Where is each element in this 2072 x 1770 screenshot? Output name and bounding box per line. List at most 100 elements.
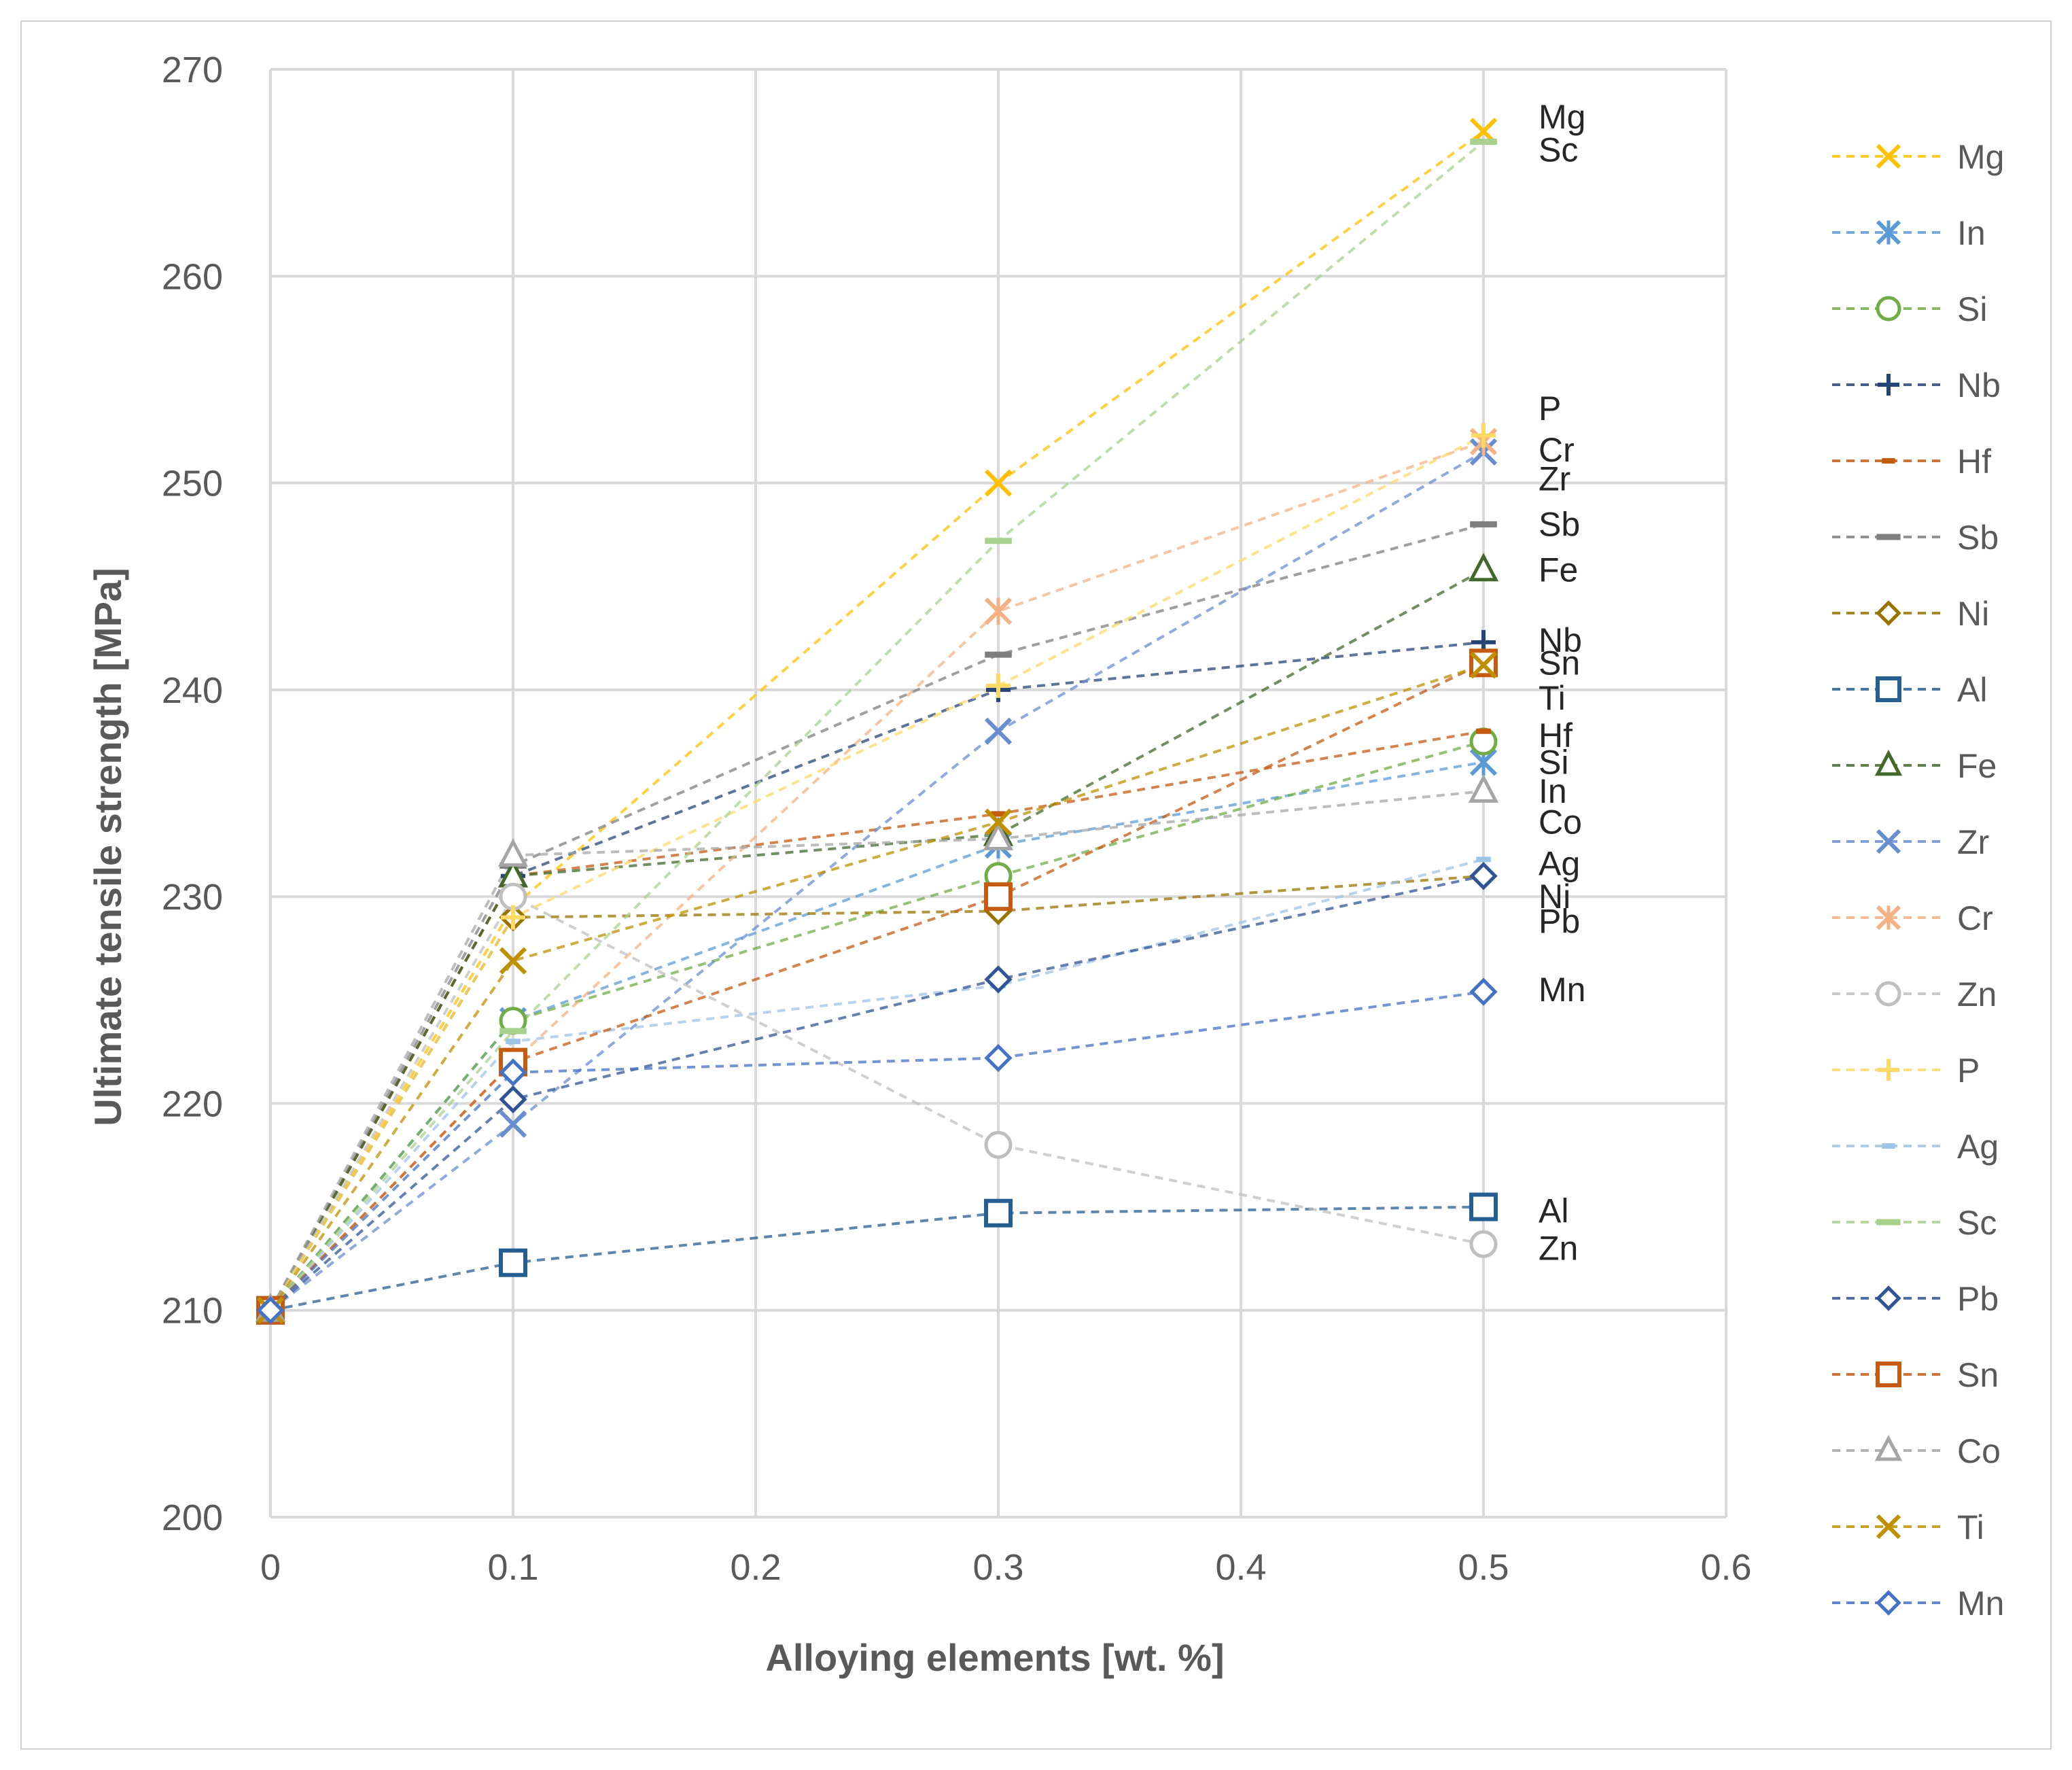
end-label-fe: Fe (1539, 551, 1578, 589)
legend-label-pb: Pb (1957, 1280, 1999, 1318)
legend-label-nb: Nb (1957, 366, 2001, 404)
legend-item-pb: Pb (1832, 1280, 1999, 1318)
end-label-mg: Mg (1539, 98, 1585, 136)
data-point-ti (499, 947, 527, 975)
end-label-ag: Ag (1539, 844, 1580, 882)
series-line-sb (269, 523, 1484, 1311)
data-point-pb (984, 965, 1013, 994)
legend-item-fe: Fe (1832, 747, 1997, 785)
legend-label-sn: Sn (1957, 1356, 1999, 1394)
data-point-zr (499, 1110, 527, 1138)
legend-label-ni: Ni (1957, 595, 1989, 633)
legend-label-co: Co (1957, 1432, 2001, 1470)
data-point-pb (1469, 862, 1498, 890)
y-tick-label: 230 (162, 877, 223, 918)
series-line-si (269, 740, 1484, 1311)
series-lines (269, 130, 1485, 1312)
legend-item-zr: Zr (1832, 823, 1989, 861)
series-line-ag (269, 858, 1484, 1312)
marker-stroke (984, 469, 1013, 497)
legend-label-cr: Cr (1957, 899, 1993, 937)
legend-label-al: Al (1957, 671, 1987, 709)
legend-label-sc: Sc (1957, 1204, 1997, 1242)
data-point-cr (984, 597, 1013, 625)
legend-item-ni: Ni (1832, 595, 1989, 633)
series-line-p (269, 434, 1484, 1311)
data-point-mn (1469, 977, 1498, 1006)
x-tick-label: 0.3 (972, 1547, 1023, 1588)
legend-marker-ti (1876, 1514, 1901, 1540)
series-line-zn (269, 895, 1484, 1311)
legend-marker-nb (1878, 374, 1899, 396)
legend-item-ti: Ti (1832, 1508, 1984, 1546)
series-line-mn (269, 990, 1484, 1312)
legend-item-p: P (1832, 1052, 1980, 1090)
end-label-hf: Hf (1539, 716, 1573, 754)
y-tick-label: 270 (162, 50, 223, 90)
marker-shape (983, 821, 1014, 850)
x-axis-title: Alloying elements [wt. %] (765, 1636, 1224, 1679)
marker-shape (499, 1058, 527, 1087)
legend-marker-mn (1876, 1590, 1901, 1616)
end-label-pb: Pb (1539, 903, 1580, 941)
data-point-al (984, 1198, 1013, 1228)
x-tick-label: 0.2 (730, 1547, 781, 1588)
data-point-mn (256, 1296, 285, 1325)
legend-label-ti: Ti (1957, 1508, 1984, 1546)
legend-item-ag: Ag (1832, 1128, 1999, 1166)
x-tick-label: 0.4 (1215, 1547, 1266, 1588)
series-line-pb (269, 874, 1484, 1312)
legend-marker-al (1876, 676, 1901, 702)
marker-shape (1469, 977, 1498, 1006)
data-point-p (1471, 423, 1496, 448)
marker-stroke (499, 1110, 527, 1138)
series-line-nb (269, 640, 1484, 1311)
legend-marker-zn (1876, 981, 1901, 1007)
marker-shape (1468, 553, 1499, 582)
end-label-p: P (1539, 389, 1561, 428)
legend-label-si: Si (1957, 290, 1987, 328)
marker-shape (499, 1248, 527, 1277)
legend: Mg In Si Nb Hf Sb Ni Al Fe Zr Cr Zn P Ag Sc Pb Sn Co Ti Mn (1832, 138, 2004, 1622)
marker-shape (1876, 600, 1901, 626)
legend-item-co: Co (1832, 1432, 2001, 1470)
series-line-sn (269, 661, 1484, 1312)
legend-label-p: P (1957, 1052, 1980, 1090)
legend-item-si: Si (1832, 290, 1987, 328)
series-line-ni (269, 874, 1484, 1311)
legend-marker-zr (1876, 829, 1901, 854)
marker-shape (984, 1043, 1013, 1073)
end-label-ni: Ni (1539, 878, 1570, 916)
legend-label-sb: Sb (1957, 519, 1999, 557)
legend-item-nb: Nb (1832, 366, 2001, 404)
data-point-mn (499, 1058, 527, 1087)
x-tick-label: 0.5 (1458, 1547, 1509, 1588)
marker-shape (984, 1130, 1013, 1159)
legend-marker-ni (1876, 600, 1901, 626)
chart-frame (20, 20, 2052, 1750)
data-point-ti (984, 808, 1013, 836)
series-line-hf (269, 729, 1484, 1311)
data-point-p (986, 673, 1011, 698)
marker-shape (1876, 981, 1901, 1007)
marker-shape (1876, 1285, 1901, 1311)
legend-label-zr: Zr (1957, 823, 1989, 861)
marker-shape (1469, 862, 1498, 890)
legend-item-al: Al (1832, 671, 1987, 709)
legend-item-hf: Hf (1832, 442, 1991, 481)
end-label-co: Co (1539, 803, 1582, 841)
data-point-ti (1469, 651, 1498, 679)
legend-marker-sn (1876, 1361, 1901, 1387)
end-label-in: In (1539, 772, 1567, 810)
marker-shape (1469, 1230, 1498, 1258)
marker-stroke (1469, 651, 1498, 679)
marker-shape (1876, 296, 1901, 322)
series-line-sc (269, 140, 1485, 1312)
end-label-zn: Zn (1539, 1229, 1578, 1267)
series-line-cr (269, 440, 1484, 1312)
data-point-zn (984, 1130, 1013, 1159)
legend-marker-co (1874, 1435, 1903, 1461)
marker-stroke (984, 717, 1013, 745)
marker-shape (1874, 1435, 1903, 1461)
